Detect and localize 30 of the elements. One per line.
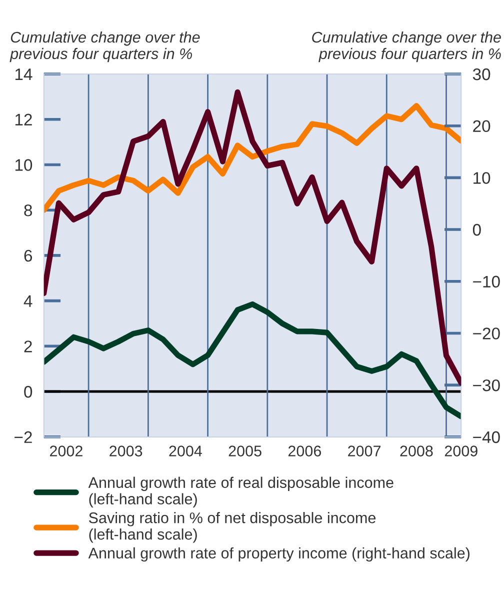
y-tick-label: 2 — [24, 340, 32, 352]
x-tick-label: 2007 — [348, 446, 381, 456]
y-tick-label: −2 — [14, 431, 32, 443]
y-axis-title: Cumulative change over the previous four quarters in % — [10, 31, 200, 62]
y2-tick-label: 30 — [472, 68, 490, 80]
y-tick-label: 0 — [24, 386, 32, 398]
y-tick-label: 4 — [24, 295, 32, 307]
y-tick-label: 14 — [15, 68, 32, 80]
x-tick-label: 2002 — [50, 446, 82, 456]
y-tick-label: 8 — [24, 204, 32, 216]
x-tick-label: 2006 — [288, 446, 321, 456]
y2-tick-label: 20 — [473, 120, 490, 132]
x-tick-label: 2008 — [400, 446, 433, 456]
legend-label: Saving ratio in % of net disposable income (left-hand scale) — [88, 512, 376, 543]
x-tick-label: 2004 — [169, 446, 202, 456]
y2-tick-label: −20 — [473, 328, 500, 340]
y-tick-label: 10 — [15, 159, 32, 171]
y2-tick-label: 0 — [472, 224, 481, 236]
y2-tick-label: −10 — [473, 276, 500, 288]
y2-tick-label: 10 — [474, 172, 490, 184]
y-tick-label: 6 — [24, 250, 32, 262]
legend-label: Annual growth rate of property income (right-hand scale) — [88, 547, 470, 562]
y-tick-label: 12 — [15, 114, 32, 126]
y2-tick-label: −40 — [473, 431, 500, 444]
x-tick-label: 2003 — [110, 446, 142, 456]
y2-axis-title: Cumulative change over the previous four quarters in % — [312, 31, 501, 62]
x-tick-label: 2009 — [444, 446, 478, 456]
x-tick-label: 2005 — [228, 446, 262, 456]
legend-label: Annual growth rate of real disposable income (left-hand scale) — [88, 476, 394, 508]
y2-tick-label: −30 — [473, 379, 500, 392]
